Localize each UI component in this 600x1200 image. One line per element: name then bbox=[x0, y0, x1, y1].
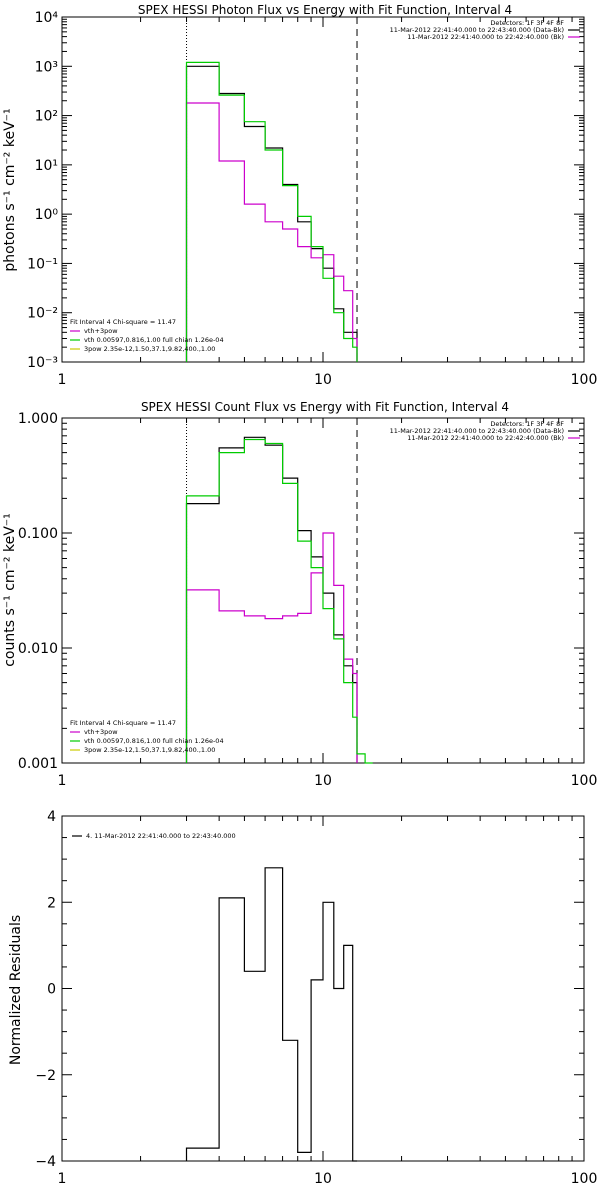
legend-top-right-text: 11-Mar-2012 22:41:40.000 to 22:43:40.000… bbox=[390, 26, 564, 34]
data-series-line bbox=[185, 65, 358, 362]
count-flux-title: SPEX HESSI Count Flux vs Energy with Fit… bbox=[141, 400, 509, 414]
y-tick-label: −2 bbox=[35, 1068, 56, 1084]
legend-bottom-left-text: vth 0.00597,0.816,1.00 full chian 1.26e-… bbox=[84, 737, 224, 745]
y-tick-label: 10³ bbox=[35, 59, 58, 75]
y-tick-label: 0.100 bbox=[18, 526, 58, 542]
x-tick-label: 100 bbox=[571, 372, 598, 388]
legend-top-right-text: Detectors: 1F 3F 4F 8F bbox=[490, 420, 564, 428]
legend-top-right-text: Detectors: 1F 3F 4F 8F bbox=[490, 19, 564, 27]
legend-bottom-left-text: Fit Interval 4 Chi-square = 11.47 bbox=[70, 719, 176, 727]
y-tick-label: 0.001 bbox=[18, 756, 58, 772]
x-tick-label: 100 bbox=[571, 773, 598, 789]
y-tick-label: 1.000 bbox=[18, 411, 58, 427]
x-tick-label: 10 bbox=[314, 773, 332, 789]
legend-top-right-text: 11-Mar-2012 22:41:40.000 to 22:42:40.000… bbox=[407, 434, 564, 442]
fit-series-line bbox=[185, 61, 358, 362]
residuals-frame bbox=[61, 815, 585, 1162]
photon-flux-frame bbox=[61, 16, 585, 363]
y-tick-label: 0.010 bbox=[18, 641, 58, 657]
y-tick-label: 10⁻¹ bbox=[27, 256, 58, 272]
photon-flux-panel: SPEX HESSI Photon Flux vs Energy with Fi… bbox=[2, 3, 597, 388]
residuals-y-label: Normalized Residuals bbox=[8, 915, 24, 1065]
background-series-line bbox=[185, 532, 358, 763]
photon-flux-title: SPEX HESSI Photon Flux vs Energy with Fi… bbox=[138, 3, 512, 17]
data-series-line bbox=[185, 436, 358, 763]
y-tick-label: 0 bbox=[47, 982, 56, 998]
x-tick-label: 1 bbox=[58, 1171, 67, 1187]
y-tick-label: −4 bbox=[35, 1154, 56, 1170]
legend-top-right-text: 11-Mar-2012 22:41:40.000 to 22:43:40.000… bbox=[390, 427, 564, 435]
y-tick-label: 10⁰ bbox=[35, 207, 59, 223]
legend-bottom-left-text: vth+3pow bbox=[84, 728, 118, 736]
legend-top-left-text: 4. 11-Mar-2012 22:41:40.000 to 22:43:40.… bbox=[86, 832, 236, 840]
x-tick-label: 1 bbox=[58, 773, 67, 789]
legend-top-right-text: 11-Mar-2012 22:41:40.000 to 22:42:40.000… bbox=[407, 33, 564, 41]
legend-bottom-left-text: Fit Interval 4 Chi-square = 11.47 bbox=[70, 318, 176, 326]
y-tick-label: 10² bbox=[35, 109, 58, 125]
count-flux-panel: SPEX HESSI Count Flux vs Energy with Fit… bbox=[2, 400, 597, 789]
y-tick-label: 10⁻² bbox=[27, 306, 58, 322]
background-series-line bbox=[185, 102, 358, 362]
y-tick-label: 10⁻³ bbox=[27, 355, 58, 371]
legend-bottom-left-text: 3pow 2.35e-12,1.50,37.1,9.82,400.,1.00 bbox=[84, 746, 215, 754]
legend-bottom-left-text: 3pow 2.35e-12,1.50,37.1,9.82,400.,1.00 bbox=[84, 345, 215, 353]
data-series-line bbox=[185, 867, 357, 1162]
legend-bottom-left-text: vth+3pow bbox=[84, 327, 118, 335]
y-tick-label: 2 bbox=[47, 895, 56, 911]
photon-flux-y-label: photons s⁻¹ cm⁻² keV⁻¹ bbox=[2, 108, 18, 271]
x-tick-label: 10 bbox=[314, 1171, 332, 1187]
y-tick-label: 10⁴ bbox=[35, 10, 59, 26]
x-tick-label: 1 bbox=[58, 372, 67, 388]
x-tick-label: 10 bbox=[314, 372, 332, 388]
legend-bottom-left-text: vth 0.00597,0.816,1.00 full chian 1.26e-… bbox=[84, 336, 224, 344]
fit-series-line bbox=[185, 438, 373, 764]
y-tick-label: 4 bbox=[47, 809, 56, 825]
y-tick-label: 10¹ bbox=[35, 158, 58, 174]
count-flux-y-label: counts s⁻¹ cm⁻² keV⁻¹ bbox=[2, 513, 18, 667]
residuals-panel: Normalized Residuals 1 10 100 −4 −2 0 2 4 4. 11-… bbox=[8, 809, 597, 1187]
x-tick-label: 100 bbox=[571, 1171, 598, 1187]
